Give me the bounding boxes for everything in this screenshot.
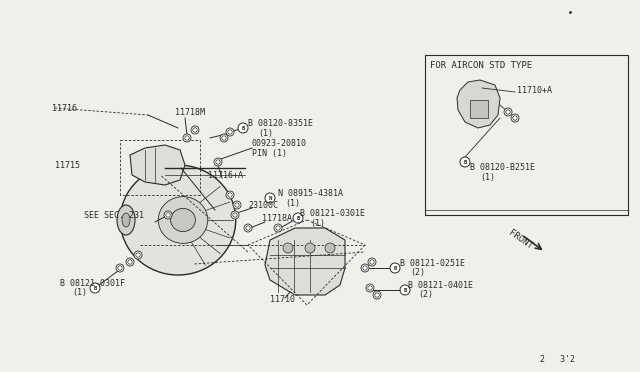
Text: B 08120-B251E: B 08120-B251E xyxy=(470,163,535,171)
Text: B: B xyxy=(394,266,397,270)
Circle shape xyxy=(238,123,248,133)
Polygon shape xyxy=(265,228,345,295)
Text: (2): (2) xyxy=(418,291,433,299)
Text: (2): (2) xyxy=(410,269,425,278)
Text: 00923-20810: 00923-20810 xyxy=(252,138,307,148)
Circle shape xyxy=(185,136,189,140)
Text: 11715: 11715 xyxy=(55,160,80,170)
Text: (1): (1) xyxy=(285,199,300,208)
Text: (1): (1) xyxy=(480,173,495,182)
Circle shape xyxy=(222,136,226,140)
Circle shape xyxy=(368,286,372,290)
Ellipse shape xyxy=(120,165,236,275)
Text: 11718M: 11718M xyxy=(175,108,205,116)
Circle shape xyxy=(214,158,222,166)
Circle shape xyxy=(191,126,199,134)
Circle shape xyxy=(183,134,191,142)
Text: B: B xyxy=(93,285,97,291)
Circle shape xyxy=(128,260,132,264)
Circle shape xyxy=(283,243,293,253)
Circle shape xyxy=(511,114,519,122)
Circle shape xyxy=(276,226,280,230)
Circle shape xyxy=(126,258,134,266)
Circle shape xyxy=(325,243,335,253)
Text: FRONT: FRONT xyxy=(507,229,534,251)
Text: B: B xyxy=(241,125,244,131)
Circle shape xyxy=(216,160,220,164)
Text: 2   3'2: 2 3'2 xyxy=(540,356,575,365)
Text: PIN (1): PIN (1) xyxy=(252,148,287,157)
Circle shape xyxy=(233,201,241,209)
Circle shape xyxy=(293,213,303,223)
Ellipse shape xyxy=(117,205,135,235)
Text: (1): (1) xyxy=(72,289,87,298)
Circle shape xyxy=(513,116,517,120)
Circle shape xyxy=(373,291,381,299)
Circle shape xyxy=(390,263,400,273)
Text: 11716+A: 11716+A xyxy=(208,170,243,180)
Text: B 08121-0301E: B 08121-0301E xyxy=(300,208,365,218)
Circle shape xyxy=(226,191,234,199)
Circle shape xyxy=(244,224,252,232)
Text: FOR AIRCON STD TYPE: FOR AIRCON STD TYPE xyxy=(430,61,532,70)
Polygon shape xyxy=(470,100,488,118)
Text: B 08121-0401E: B 08121-0401E xyxy=(408,280,473,289)
Circle shape xyxy=(235,203,239,207)
Ellipse shape xyxy=(122,213,130,227)
Text: B 08121-0251E: B 08121-0251E xyxy=(400,259,465,267)
Circle shape xyxy=(134,251,142,259)
Circle shape xyxy=(274,224,282,232)
Circle shape xyxy=(118,266,122,270)
Circle shape xyxy=(265,193,275,203)
Circle shape xyxy=(228,130,232,134)
Text: (1): (1) xyxy=(258,128,273,138)
Circle shape xyxy=(228,193,232,197)
Circle shape xyxy=(233,213,237,217)
Text: 11718A: 11718A xyxy=(262,214,292,222)
Circle shape xyxy=(361,264,369,272)
Circle shape xyxy=(136,253,140,257)
Text: B: B xyxy=(403,288,406,292)
Text: B 08120-8351E: B 08120-8351E xyxy=(248,119,313,128)
Circle shape xyxy=(506,110,510,114)
Circle shape xyxy=(504,108,512,116)
Circle shape xyxy=(164,211,172,219)
Text: 23100C: 23100C xyxy=(248,201,278,209)
Text: B 08121-0301F: B 08121-0301F xyxy=(60,279,125,288)
Text: (1): (1) xyxy=(310,218,325,228)
Circle shape xyxy=(370,260,374,264)
Polygon shape xyxy=(130,145,185,185)
Circle shape xyxy=(116,264,124,272)
Text: SEE SEC. 231: SEE SEC. 231 xyxy=(84,211,144,219)
Circle shape xyxy=(166,213,170,217)
Ellipse shape xyxy=(158,197,208,243)
Circle shape xyxy=(366,284,374,292)
Polygon shape xyxy=(457,80,500,128)
Circle shape xyxy=(375,293,379,297)
Circle shape xyxy=(305,243,315,253)
Circle shape xyxy=(226,128,234,136)
Circle shape xyxy=(231,211,239,219)
Text: B: B xyxy=(296,215,300,221)
Text: 11710+A: 11710+A xyxy=(517,86,552,94)
Text: B: B xyxy=(463,160,467,164)
Text: N: N xyxy=(268,196,271,201)
Text: 11710: 11710 xyxy=(270,295,295,305)
Circle shape xyxy=(368,258,376,266)
Text: 11716: 11716 xyxy=(52,103,77,112)
Circle shape xyxy=(220,134,228,142)
Ellipse shape xyxy=(171,208,195,231)
Circle shape xyxy=(246,226,250,230)
Text: N 08915-4381A: N 08915-4381A xyxy=(278,189,343,198)
Circle shape xyxy=(193,128,197,132)
Circle shape xyxy=(90,283,100,293)
Circle shape xyxy=(460,157,470,167)
Circle shape xyxy=(363,266,367,270)
Circle shape xyxy=(400,285,410,295)
Bar xyxy=(425,55,628,215)
